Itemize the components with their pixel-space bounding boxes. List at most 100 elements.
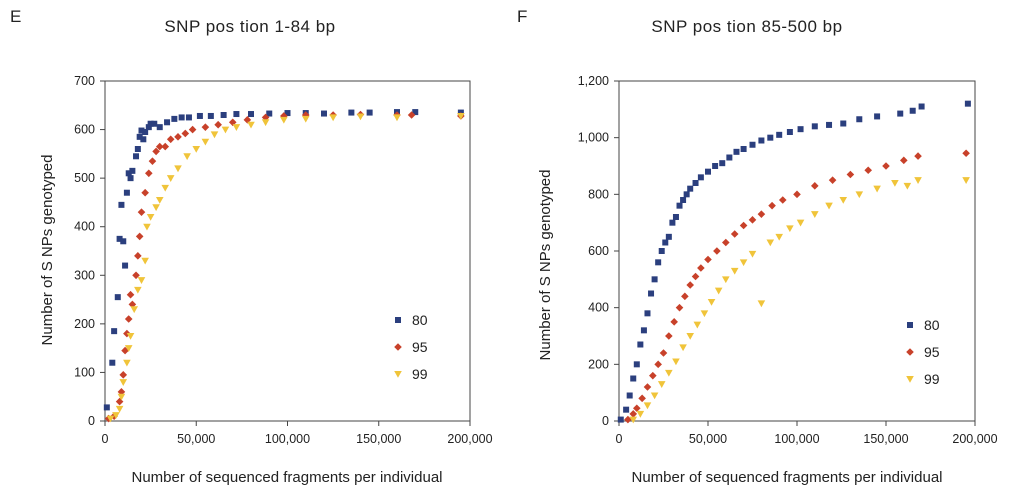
point-99 <box>643 402 652 410</box>
point-80 <box>145 124 152 131</box>
point-80 <box>220 112 227 118</box>
point-95 <box>148 157 157 165</box>
point-95 <box>882 162 890 170</box>
point-80 <box>758 137 765 144</box>
point-99 <box>192 146 201 153</box>
point-99 <box>873 185 881 193</box>
point-80 <box>786 129 793 135</box>
point-99 <box>166 175 175 182</box>
legend-e: 80 95 99 <box>394 312 428 382</box>
x-tick-label-e: 100,000 <box>265 432 310 446</box>
y-axis-label-e: Number of S NPs genotyped <box>39 155 56 346</box>
x-tick-label-f: 150,000 <box>863 432 908 446</box>
x-tick-label-f: 50,000 <box>689 432 727 446</box>
point-95 <box>188 125 197 134</box>
point-80 <box>207 112 214 119</box>
point-80 <box>120 238 127 245</box>
point-80 <box>676 202 683 209</box>
series-80-e <box>103 109 464 411</box>
point-95 <box>846 170 855 179</box>
point-95 <box>638 394 646 403</box>
point-99 <box>247 121 255 129</box>
point-99 <box>757 300 766 308</box>
point-99 <box>730 267 739 275</box>
point-99 <box>657 381 666 388</box>
point-95 <box>624 415 632 424</box>
panel-letter-f: F <box>517 7 527 26</box>
point-95 <box>828 176 837 184</box>
y-tick-label-f: 1,200 <box>578 74 609 88</box>
point-95 <box>713 247 721 255</box>
point-99 <box>700 310 709 318</box>
point-95 <box>722 238 730 247</box>
point-99 <box>152 204 160 212</box>
point-99 <box>130 306 138 314</box>
point-99 <box>301 115 310 123</box>
point-80 <box>740 146 747 152</box>
point-95 <box>811 182 819 190</box>
point-80 <box>140 136 147 143</box>
point-95 <box>145 169 153 178</box>
point-95 <box>665 332 673 340</box>
point-95 <box>633 404 641 413</box>
point-95 <box>201 123 210 131</box>
point-80 <box>156 124 163 131</box>
x-tick-label-e: 200,000 <box>447 432 492 446</box>
point-95 <box>166 135 175 144</box>
point-99 <box>123 359 131 367</box>
point-99 <box>903 182 912 190</box>
point-99 <box>232 124 241 131</box>
point-99 <box>722 276 730 284</box>
point-80 <box>147 120 154 127</box>
point-80 <box>655 259 662 266</box>
y-tick-label-f: 400 <box>588 301 609 315</box>
point-95 <box>132 271 140 280</box>
point-80 <box>733 148 740 155</box>
point-95 <box>155 142 164 151</box>
point-80 <box>114 294 121 301</box>
point-80 <box>826 121 833 128</box>
point-95 <box>152 147 160 156</box>
point-95 <box>137 208 146 216</box>
point-95 <box>793 190 801 199</box>
point-80 <box>776 131 783 138</box>
point-95 <box>691 272 700 281</box>
point-80 <box>644 310 651 317</box>
legend-label-99: 99 <box>924 371 940 387</box>
point-80 <box>321 110 327 117</box>
x-tick-label-f: 200,000 <box>952 432 997 446</box>
point-95 <box>914 152 922 160</box>
point-95 <box>768 201 776 210</box>
point-95 <box>214 120 222 129</box>
point-99 <box>126 333 135 340</box>
point-80 <box>626 392 633 399</box>
y-tick-label-e: 500 <box>74 171 95 185</box>
point-95 <box>123 329 131 338</box>
point-80 <box>127 175 134 182</box>
point-80 <box>692 180 699 186</box>
point-99 <box>672 358 680 366</box>
point-80 <box>412 109 419 116</box>
legend-f: 80 95 99 <box>906 317 940 387</box>
plot-layer: 0 50,000 100,000 150,000 200,000 0 100 200 300 40… <box>74 74 997 446</box>
point-80 <box>138 127 145 134</box>
point-99 <box>786 225 794 233</box>
point-80 <box>697 174 704 181</box>
point-95 <box>659 349 668 357</box>
y-tick-label-e: 300 <box>74 268 95 282</box>
series-95-e <box>104 110 465 423</box>
point-95 <box>686 281 694 289</box>
point-80 <box>648 290 655 297</box>
point-95 <box>681 292 689 301</box>
point-80 <box>658 248 665 254</box>
x-axis-label-f: Number of sequenced fragments per indivi… <box>631 469 942 486</box>
point-80 <box>749 141 756 148</box>
point-95 <box>649 371 657 380</box>
point-80 <box>719 160 726 167</box>
y-tick-label-f: 800 <box>588 187 609 201</box>
point-99 <box>825 202 833 210</box>
point-99 <box>714 287 723 295</box>
y-tick-label-f: 0 <box>602 414 609 428</box>
point-95 <box>135 232 144 241</box>
series-95-f <box>624 149 970 424</box>
